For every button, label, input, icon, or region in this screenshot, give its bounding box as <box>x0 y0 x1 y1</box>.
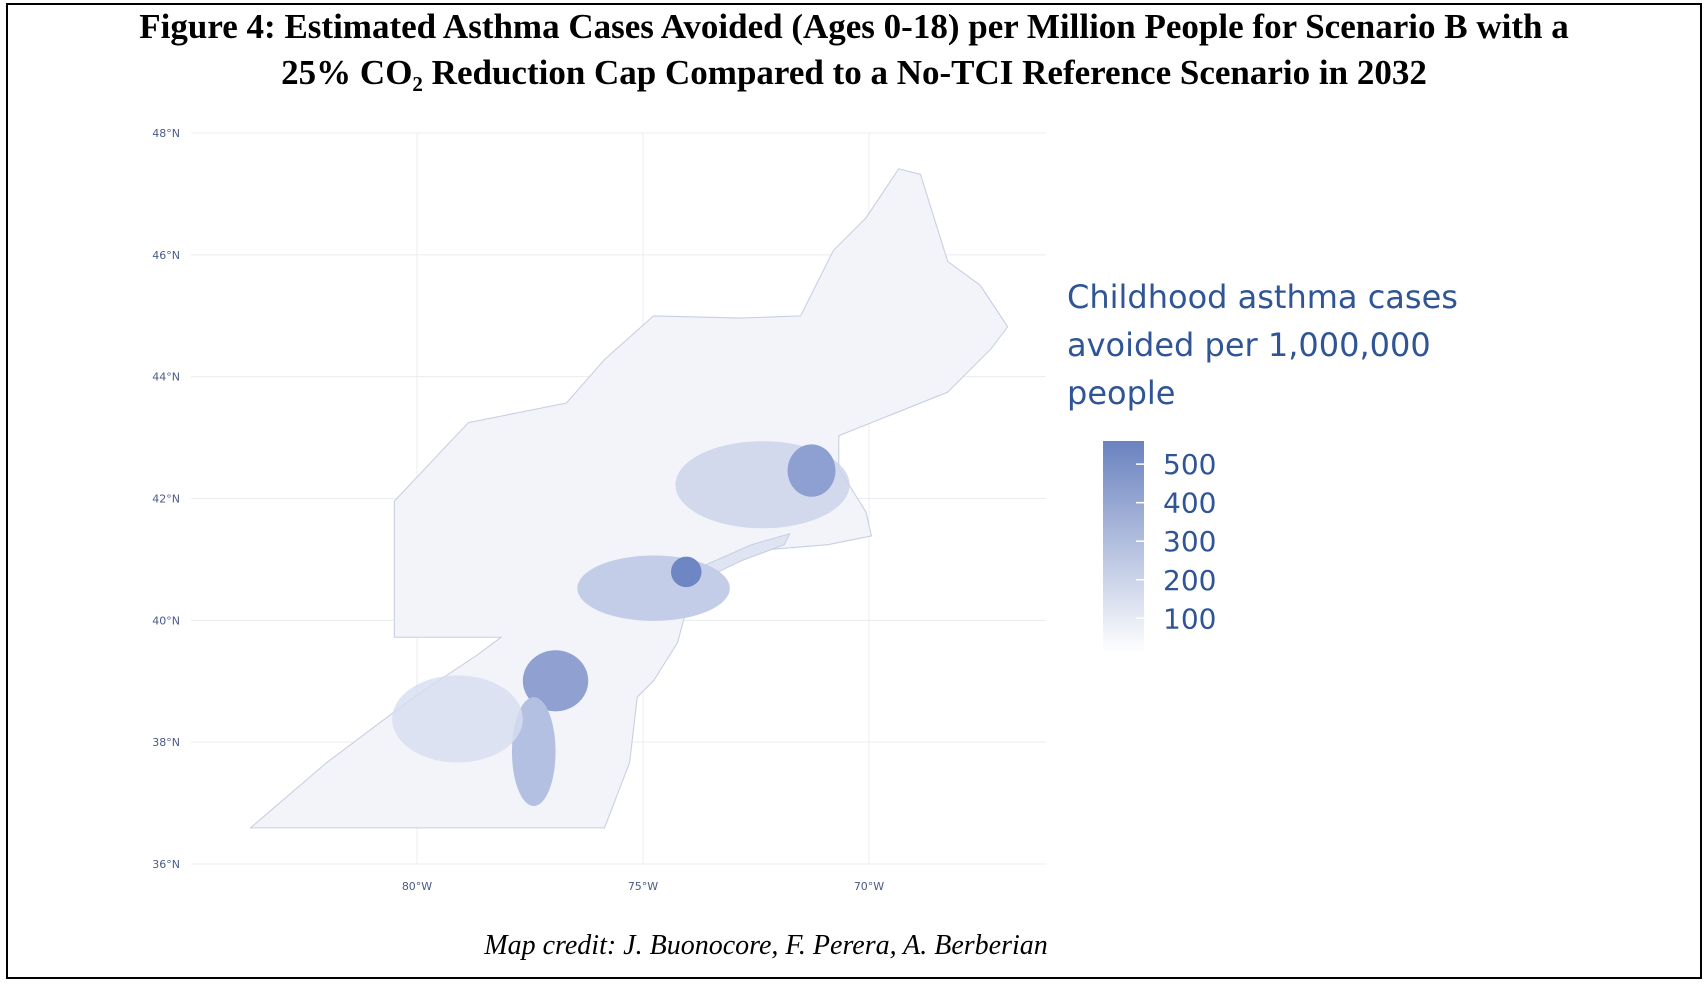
title: 25% CO₂ Reduction Cap Compared to a No-T… <box>281 53 1427 92</box>
shade <box>671 556 702 588</box>
shade <box>787 444 836 497</box>
lon-label: 80°W <box>402 880 432 893</box>
colorbar-label: 300 <box>1163 525 1216 558</box>
legend: Childhood asthma cases avoided per 1,000,… <box>1067 278 1458 635</box>
legend-title: Childhood asthma cases <box>1067 278 1458 316</box>
lat-label: 40°N <box>152 614 180 627</box>
credit: Map credit: J. Buonocore, F. Perera, A. … <box>483 930 1048 961</box>
colorbar-label: 500 <box>1163 448 1216 481</box>
colorbar-label: 100 <box>1163 602 1216 635</box>
lat-label: 48°N <box>152 127 180 140</box>
shade <box>577 555 730 621</box>
colorbar-label: 200 <box>1163 564 1216 597</box>
lon-label: 75°W <box>628 880 658 893</box>
shade <box>392 675 523 763</box>
shade <box>511 697 556 807</box>
lat-label: 44°N <box>152 371 180 384</box>
title: Figure 4: Estimated Asthma Cases Avoided… <box>139 7 1568 46</box>
lat-label: 46°N <box>152 249 180 262</box>
shade <box>522 650 589 712</box>
map-shape <box>249 168 1009 829</box>
lat-label: 38°N <box>152 736 180 749</box>
colorbar <box>1103 441 1144 653</box>
colorbar-label: 400 <box>1163 487 1216 520</box>
lat-label: 42°N <box>152 493 180 506</box>
lon-label: 70°W <box>854 880 884 893</box>
region <box>249 168 1009 829</box>
legend-title: people <box>1067 374 1175 412</box>
legend-title: avoided per 1,000,000 <box>1067 326 1431 364</box>
frame <box>6 3 1702 979</box>
lat-label: 36°N <box>152 858 180 871</box>
